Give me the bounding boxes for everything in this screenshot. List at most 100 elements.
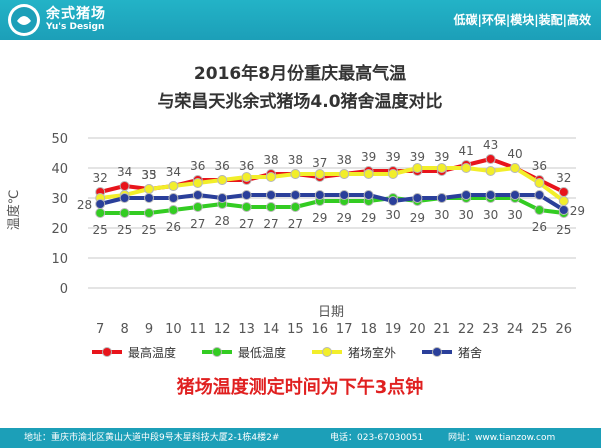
data-label: 27 <box>263 217 278 231</box>
x-tick-label: 26 <box>556 322 573 337</box>
data-point <box>485 154 496 164</box>
data-label: 38 <box>288 153 303 167</box>
brand-name-english: Yu's Design <box>46 22 105 32</box>
data-label: 38 <box>263 153 278 167</box>
data-point <box>192 202 203 212</box>
chart-series <box>95 154 569 218</box>
data-point <box>534 205 545 215</box>
y-axis-ticks: 0 10 20 30 40 50 <box>51 132 68 297</box>
data-point <box>436 193 447 203</box>
data-label: 29 <box>312 211 327 225</box>
x-tick-label: 14 <box>263 322 280 337</box>
chart-title-line-2: 与荣昌天兆余式猪场4.0猪舍温度对比 <box>157 91 442 112</box>
data-label: 27 <box>288 217 303 231</box>
legend-swatch-marker <box>102 347 112 357</box>
x-tick-label: 19 <box>385 322 402 337</box>
logo-icon <box>8 4 40 36</box>
y-tick-label: 50 <box>51 132 68 147</box>
data-label: 36 <box>239 159 254 173</box>
data-point <box>290 190 301 200</box>
data-point <box>363 169 374 179</box>
legend-swatch-marker <box>432 347 442 357</box>
data-point <box>290 202 301 212</box>
data-label: 27 <box>239 217 254 231</box>
data-label: 29 <box>570 204 585 218</box>
legend-swatch-marker <box>212 347 222 357</box>
data-label: 41 <box>459 144 474 158</box>
footer-bar: 地址：重庆市渝北区黄山大道中段9号木星科技大厦2-1栋4楼2# 电话：023-6… <box>0 428 601 448</box>
data-point <box>95 208 106 218</box>
data-point <box>290 169 301 179</box>
data-label: 35 <box>141 168 156 182</box>
data-label: 36 <box>215 159 230 173</box>
data-point <box>558 196 569 206</box>
x-tick-label: 9 <box>145 322 153 337</box>
data-point <box>412 163 423 173</box>
data-point <box>266 202 276 212</box>
data-label: 32 <box>93 171 108 185</box>
data-label: 28 <box>77 198 92 212</box>
data-label: 40 <box>507 147 522 161</box>
data-point <box>510 163 520 173</box>
data-point <box>119 193 130 203</box>
x-tick-label: 25 <box>531 322 548 337</box>
x-tick-label: 12 <box>214 322 231 337</box>
measurement-time-note: 猪场温度测定时间为下午3点钟 <box>176 376 424 398</box>
data-point <box>168 181 179 191</box>
data-point <box>558 205 569 215</box>
data-point <box>266 190 276 200</box>
x-tick-label: 20 <box>409 322 426 337</box>
legend-label: 猪场室外 <box>348 345 396 360</box>
x-tick-label: 8 <box>120 322 128 337</box>
x-tick-label: 18 <box>360 322 377 337</box>
data-point <box>95 199 106 209</box>
data-point <box>241 190 252 200</box>
data-label: 29 <box>410 211 425 225</box>
data-point <box>558 187 569 197</box>
data-label: 25 <box>93 223 108 237</box>
x-tick-label: 10 <box>165 322 182 337</box>
data-label: 29 <box>337 211 352 225</box>
data-label: 32 <box>556 171 571 185</box>
legend-swatch-marker <box>322 347 332 357</box>
header-bar: 余式猪场 Yu's Design 低碳|环保|模块|装配|高效 <box>0 0 601 40</box>
footer-website[interactable]: 网址：www.tianzow.com <box>448 433 556 443</box>
data-point <box>241 172 252 182</box>
data-label: 39 <box>385 150 400 164</box>
data-label: 34 <box>117 165 132 179</box>
data-point <box>192 178 203 188</box>
brand-name: 余式猪场 <box>46 6 106 22</box>
data-label: 34 <box>166 165 181 179</box>
data-label: 36 <box>190 159 205 173</box>
slogan: 低碳|环保|模块|装配|高效 <box>453 13 591 27</box>
y-tick-label: 10 <box>51 252 68 267</box>
footer-phone: 电话：023-67030051 <box>330 433 424 443</box>
data-label: 39 <box>434 150 449 164</box>
data-point <box>217 193 228 203</box>
data-point <box>266 172 276 182</box>
data-label: 33 <box>141 168 156 182</box>
data-point <box>388 196 398 206</box>
data-point <box>119 181 130 191</box>
data-label: 25 <box>556 223 571 237</box>
y-tick-label: 30 <box>51 192 68 207</box>
data-label: 27 <box>190 217 205 231</box>
data-point <box>485 190 496 200</box>
data-label: 39 <box>361 150 376 164</box>
data-point <box>363 190 374 200</box>
data-point <box>314 190 325 200</box>
data-label: 36 <box>532 159 547 173</box>
data-label: 29 <box>361 211 376 225</box>
chart-legend: 最高温度 最低温度 猪场室外 猪舍 <box>92 345 482 360</box>
data-point <box>144 184 154 194</box>
data-point <box>461 190 472 200</box>
data-point <box>412 193 423 203</box>
data-label: 39 <box>410 150 425 164</box>
legend-label: 猪舍 <box>458 345 482 360</box>
x-tick-label: 22 <box>458 322 475 337</box>
data-point <box>534 178 545 188</box>
data-point <box>314 169 325 179</box>
data-point <box>388 169 398 179</box>
x-tick-label: 13 <box>238 322 255 337</box>
x-tick-label: 16 <box>312 322 329 337</box>
